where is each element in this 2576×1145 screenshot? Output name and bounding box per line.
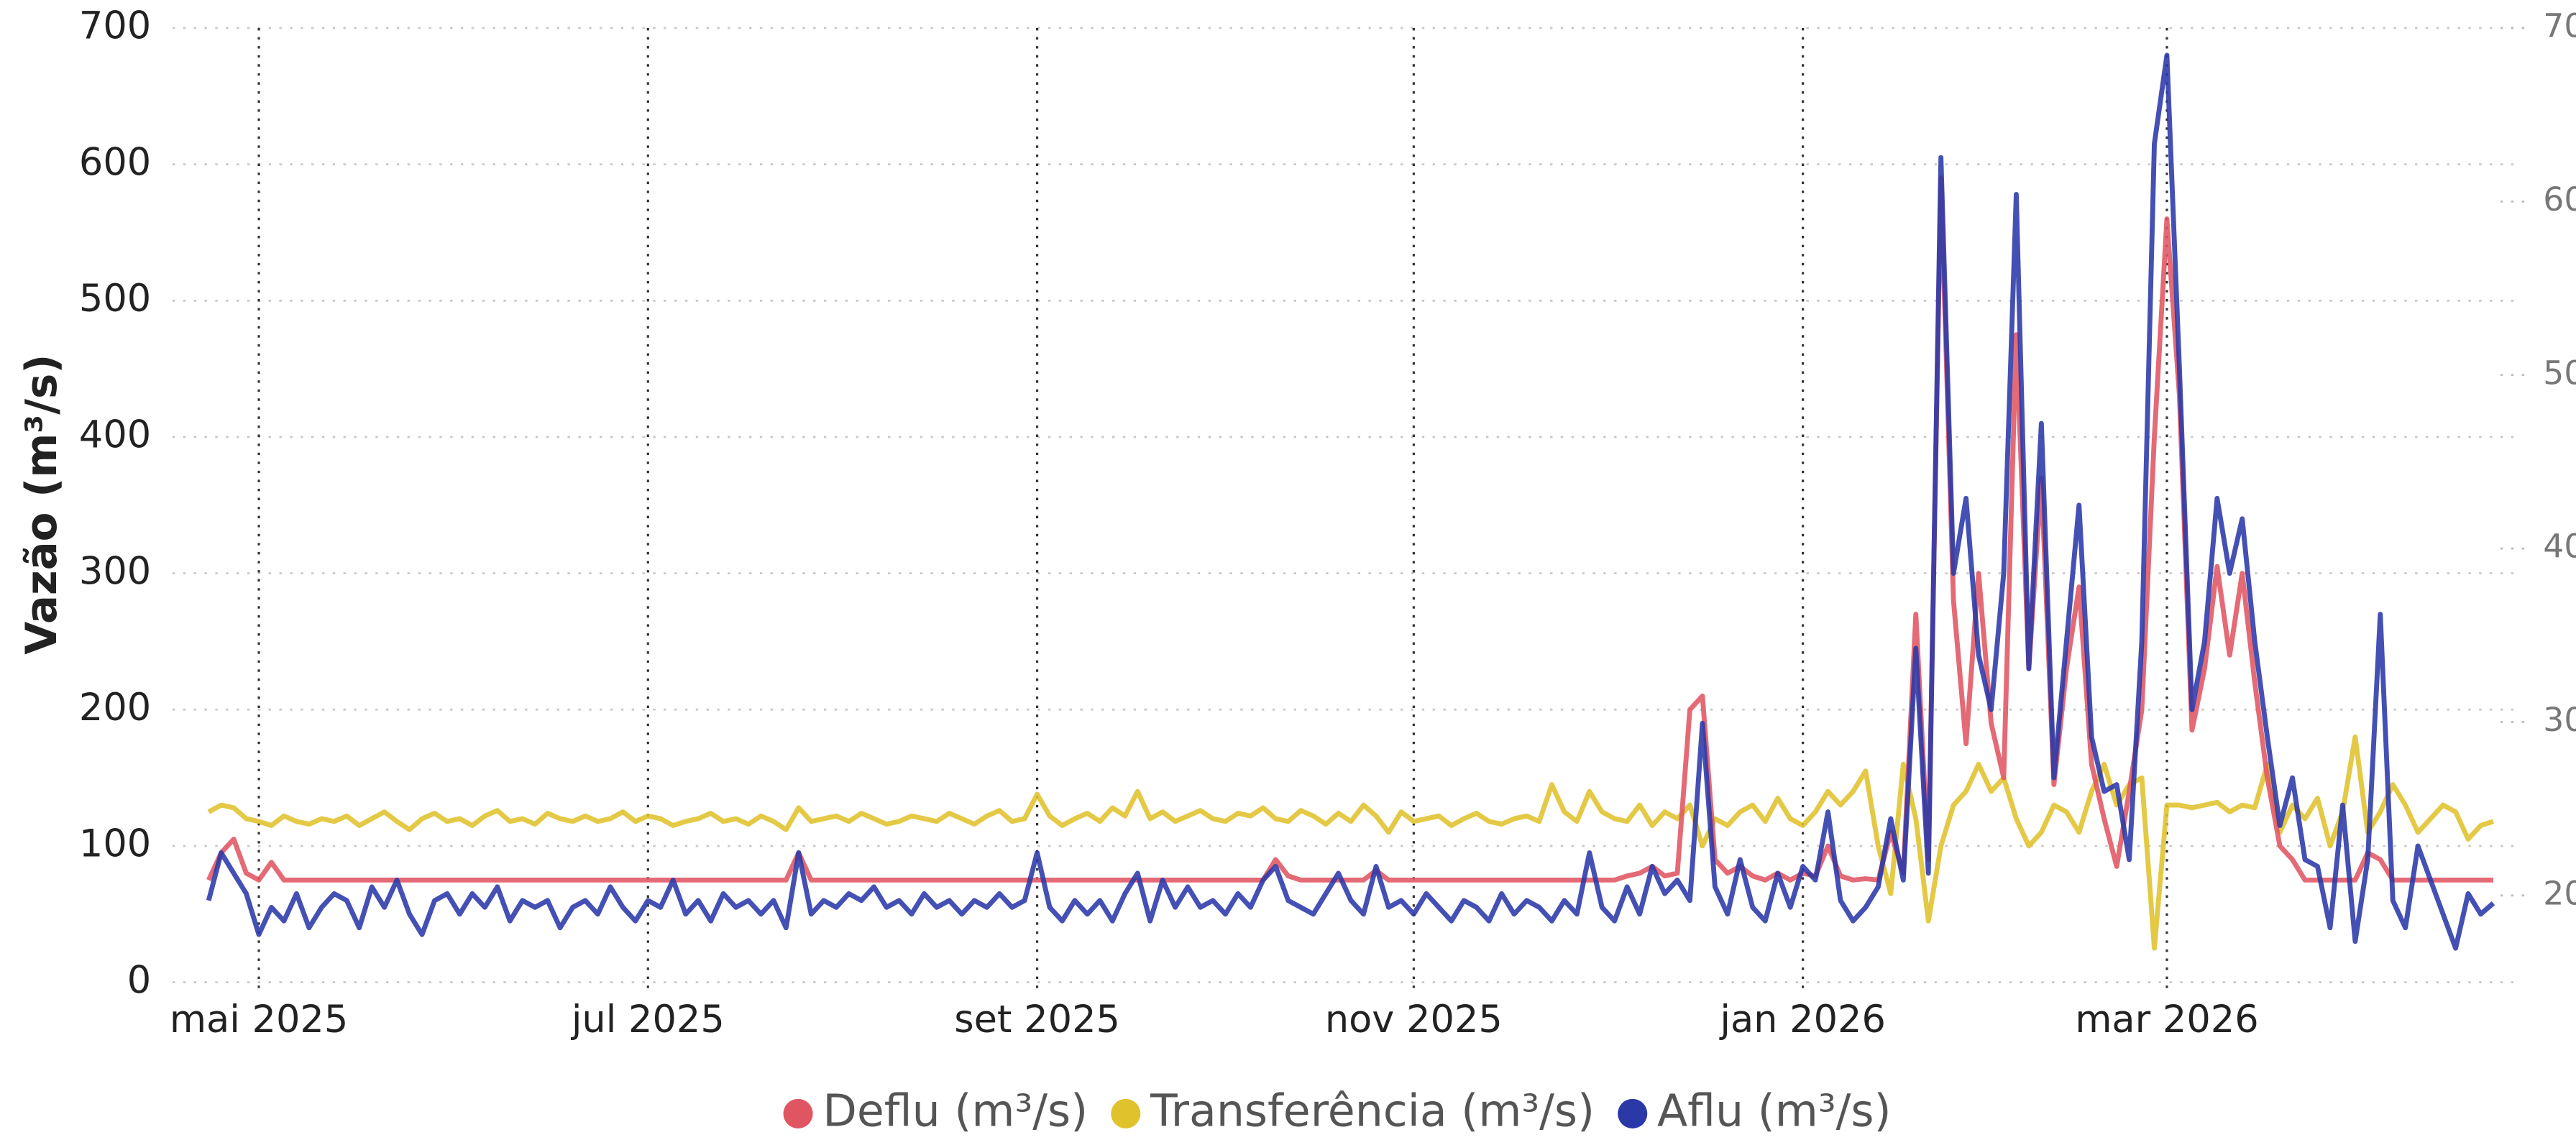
y2-tick-label: 70 xyxy=(2543,6,2576,45)
y2-tick-label: 20 xyxy=(2543,874,2576,912)
y-tick-label: 300 xyxy=(79,549,151,593)
x-tick-label: set 2025 xyxy=(954,998,1120,1041)
legend-label: Transferência (m³/s) xyxy=(1150,1085,1595,1137)
x-tick-label: mai 2025 xyxy=(170,998,348,1041)
legend-marker xyxy=(1111,1098,1141,1128)
y-tick-label: 0 xyxy=(127,958,151,1002)
y-tick-label: 200 xyxy=(79,686,151,730)
x-tick-label: jan 2026 xyxy=(1719,998,1886,1041)
legend-marker xyxy=(1618,1098,1648,1128)
series-line xyxy=(206,175,2493,883)
y-tick-label: 500 xyxy=(79,277,151,321)
series-line xyxy=(206,52,2495,951)
y2-tick-label: 40 xyxy=(2543,528,2576,566)
legend-label: Aflu (m³/s) xyxy=(1657,1085,1892,1137)
x-tick-label: nov 2025 xyxy=(1325,998,1503,1041)
y-tick-label: 700 xyxy=(79,4,151,48)
y-axis-title: Vazão (m³/s) xyxy=(17,354,67,655)
legend-label: Deflu (m³/s) xyxy=(822,1085,1088,1137)
y-tick-label: 600 xyxy=(79,140,151,184)
legend-marker xyxy=(783,1098,813,1128)
x-tick-label: mar 2026 xyxy=(2075,998,2258,1041)
x-tick-label: jul 2025 xyxy=(571,998,725,1041)
series-line xyxy=(207,734,2494,951)
y2-tick-label: 30 xyxy=(2543,701,2576,739)
y2-tick-label: 50 xyxy=(2543,354,2576,392)
y2-tick-label: 60 xyxy=(2543,180,2576,219)
y-tick-label: 100 xyxy=(79,822,151,866)
y-tick-label: 400 xyxy=(79,413,151,457)
